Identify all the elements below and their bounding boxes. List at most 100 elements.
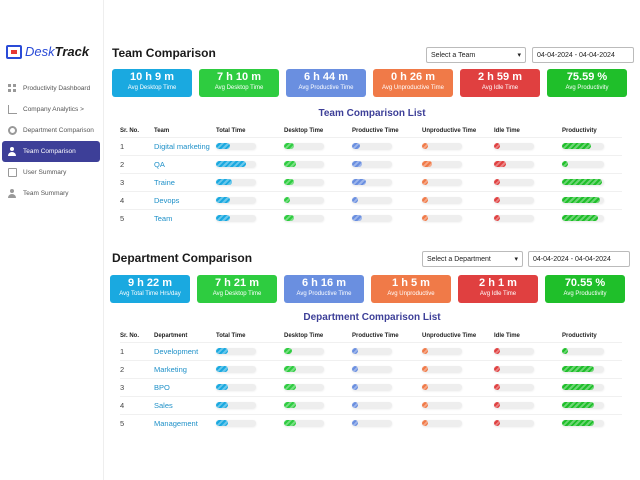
productivity-bar-fill [562, 143, 591, 149]
idle-cell [494, 341, 562, 360]
logo-brand-bold: Track [54, 44, 90, 59]
table-row[interactable]: 4 Devops [120, 190, 622, 209]
unproductive-progress-bar [422, 161, 462, 167]
department-table: Sr. No. Department Total Time Desktop Time P… [120, 330, 622, 432]
row-name-link[interactable]: Sales [154, 395, 216, 414]
desktop-progress-bar [284, 161, 324, 167]
stat-card-label: Avg Desktop Time [214, 85, 264, 91]
idle-bar-fill [494, 348, 500, 354]
productive-bar-fill [352, 161, 362, 167]
idle-bar-fill [494, 366, 500, 372]
stat-card-label: Avg Desktop Time [212, 291, 262, 297]
department-select[interactable]: Select a Department ▾ [422, 251, 523, 267]
column-header: Productivity [562, 127, 597, 134]
stat-card-value: 6 h 16 m [301, 277, 347, 289]
table-row[interactable]: 5 Management [120, 413, 622, 432]
idle-progress-bar [494, 420, 534, 427]
stat-card-value: 75.59 % [566, 71, 608, 83]
desktop-bar-fill [284, 402, 296, 408]
total-bar-fill [216, 215, 230, 222]
table-row[interactable]: 3 BPO [120, 377, 622, 396]
row-number: 2 [120, 359, 154, 378]
idle-cell [494, 377, 562, 396]
unproductive-progress-bar [422, 215, 462, 222]
sidebar-item-department-comparison[interactable]: Department Comparison [0, 120, 104, 141]
stat-card: 10 h 9 m Avg Desktop Time [112, 69, 192, 97]
row-name-link[interactable]: Management [154, 413, 216, 432]
productivity-cell [562, 154, 622, 173]
sidebar-item-productivity-dashboard[interactable]: Productivity Dashboard [0, 78, 104, 99]
row-name-link[interactable]: Traine [154, 172, 216, 191]
unproductive-cell [422, 359, 494, 378]
productivity-progress-bar [562, 161, 604, 167]
column-header: Sr. No. [120, 332, 140, 339]
column-header: Total Time [216, 332, 246, 339]
stat-card-label: Avg Desktop Time [127, 85, 177, 91]
row-name-link[interactable]: Team [154, 208, 216, 227]
table-row[interactable]: 4 Sales [120, 395, 622, 414]
unproductive-bar-fill [422, 215, 428, 222]
productive-cell [352, 136, 422, 155]
unproductive-bar-fill [422, 143, 428, 149]
sidebar-item-company-analytics[interactable]: Company Analytics > [0, 99, 104, 120]
idle-bar-fill [494, 197, 500, 203]
row-name-link[interactable]: Digital marketing [154, 136, 216, 155]
row-name-link[interactable]: QA [154, 154, 216, 173]
table-row[interactable]: 2 QA [120, 154, 622, 173]
unproductive-progress-bar [422, 402, 462, 408]
table-row[interactable]: 1 Digital marketing [120, 136, 622, 155]
table-row[interactable]: 1 Development [120, 341, 622, 360]
unproductive-bar-fill [422, 366, 428, 372]
productivity-bar-fill [562, 215, 598, 222]
unproductive-bar-fill [422, 179, 428, 185]
row-name-link[interactable]: Devops [154, 190, 216, 209]
productivity-bar-fill [562, 402, 594, 408]
total-cell [216, 341, 284, 360]
productivity-bar-fill [562, 197, 600, 203]
sidebar-item-team-comparison[interactable]: Team Comparison [2, 141, 100, 162]
column-header: Desktop Time [284, 332, 324, 339]
row-name-link[interactable]: Development [154, 341, 216, 360]
team-date-range[interactable]: 04-04-2024 - 04-04-2024 [532, 47, 634, 63]
column-header: Idle Time [494, 332, 520, 339]
column-header: Department [154, 332, 188, 339]
productive-progress-bar [352, 348, 392, 354]
desktop-progress-bar [284, 366, 324, 372]
unproductive-progress-bar [422, 179, 462, 185]
row-name-link[interactable]: Marketing [154, 359, 216, 378]
productive-cell [352, 377, 422, 396]
idle-progress-bar [494, 197, 534, 203]
row-name-link[interactable]: BPO [154, 377, 216, 396]
desktop-cell [284, 136, 352, 155]
productivity-progress-bar [562, 384, 604, 390]
productive-bar-fill [352, 402, 358, 408]
table-header-row: Sr. No. Department Total Time Desktop Time P… [120, 330, 622, 342]
app-logo[interactable]: DeskTrack [6, 44, 89, 59]
stat-card-label: Avg Idle Time [481, 85, 519, 91]
unproductive-bar-fill [422, 384, 428, 390]
team-select[interactable]: Select a Team ▾ [426, 47, 526, 63]
desktop-cell [284, 172, 352, 191]
table-row[interactable]: 2 Marketing [120, 359, 622, 378]
sidebar-item-user-summary[interactable]: User Summary [0, 162, 104, 183]
unproductive-bar-fill [422, 348, 428, 354]
productive-bar-fill [352, 420, 358, 427]
row-number: 5 [120, 413, 154, 432]
row-number: 1 [120, 341, 154, 360]
unproductive-bar-fill [422, 402, 428, 408]
idle-bar-fill [494, 179, 500, 185]
desktop-cell [284, 395, 352, 414]
total-cell [216, 359, 284, 378]
stat-card-label: Avg Idle Time [479, 291, 517, 297]
desktop-bar-fill [284, 161, 296, 167]
productive-bar-fill [352, 179, 366, 185]
sidebar-item-team-summary[interactable]: Team Summary [0, 183, 104, 204]
idle-cell [494, 136, 562, 155]
desktop-bar-fill [284, 420, 296, 427]
unproductive-progress-bar [422, 197, 462, 203]
unproductive-cell [422, 377, 494, 396]
department-date-range[interactable]: 04-04-2024 - 04-04-2024 [528, 251, 630, 267]
table-row[interactable]: 3 Traine [120, 172, 622, 191]
table-row[interactable]: 5 Team [120, 208, 622, 227]
total-progress-bar [216, 384, 256, 390]
